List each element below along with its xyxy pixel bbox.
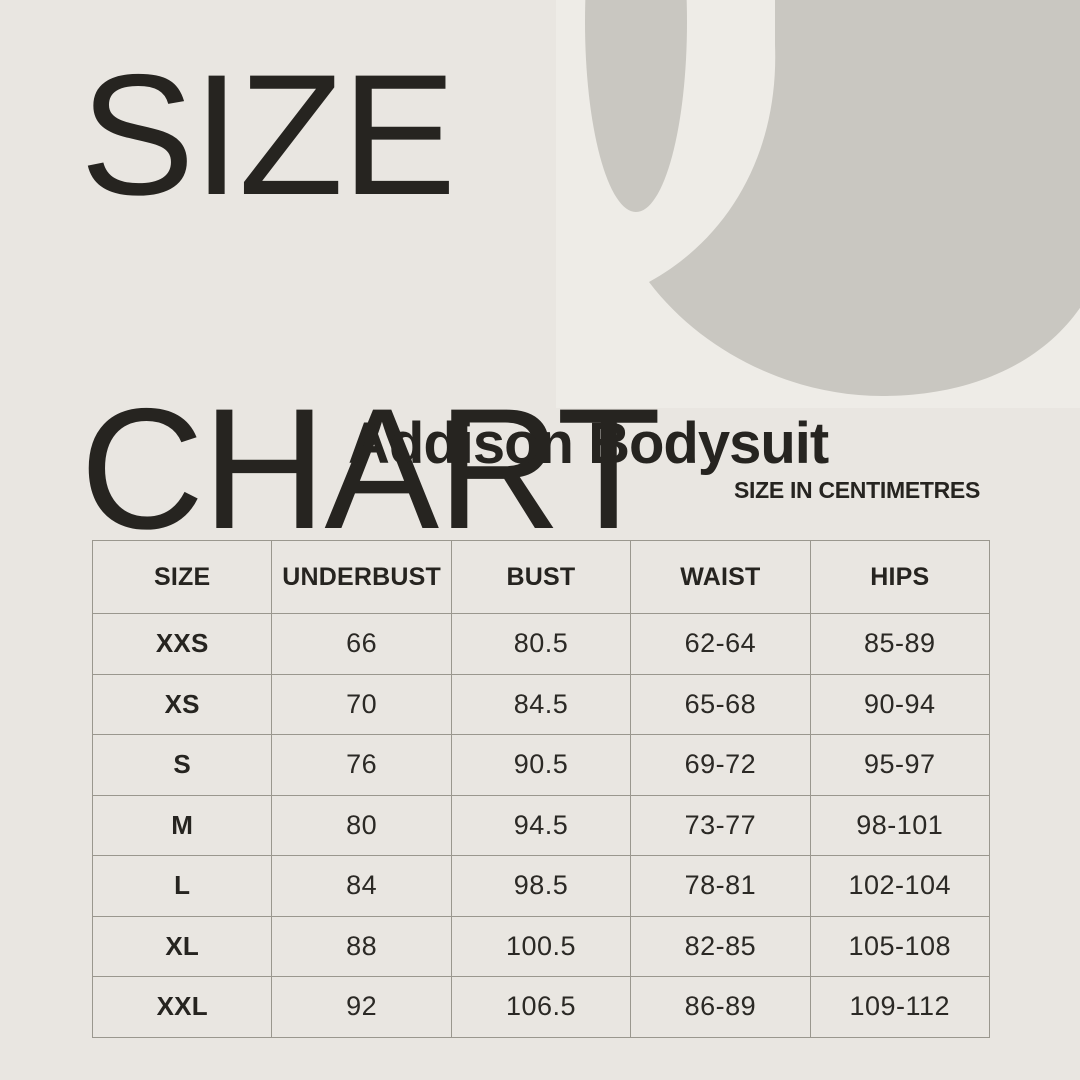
size-cell: M xyxy=(91,794,273,856)
page-title-line-1: SIZE xyxy=(80,39,456,231)
table-row-xxl: XXL 92 106.5 86-89 109-112 xyxy=(91,976,991,1038)
size-cell: XS xyxy=(91,673,273,735)
table-row-l: L 84 98.5 78-81 102-104 xyxy=(91,855,991,917)
measurement-cell: 69-72 xyxy=(630,734,811,796)
table-row-m: M 80 94.5 73-77 98-101 xyxy=(91,794,991,856)
measurement-cell: 109-112 xyxy=(809,976,991,1038)
measurement-cell: 80.5 xyxy=(450,613,632,675)
measurement-cell: 78-81 xyxy=(630,855,811,917)
page-title: SIZE CHART xyxy=(80,49,661,555)
measurement-cell: 86-89 xyxy=(630,976,811,1038)
measurement-cell: 82-85 xyxy=(630,915,811,977)
size-cell: XL xyxy=(91,915,273,977)
measurement-cell: 73-77 xyxy=(630,794,811,856)
size-cell: S xyxy=(91,734,273,796)
column-header-size: SIZE xyxy=(91,540,273,614)
column-header-waist: WAIST xyxy=(630,540,811,614)
measurement-cell: 106.5 xyxy=(450,976,632,1038)
size-table-body: XXS 66 80.5 62-64 85-89 XS 70 84.5 65-68 90-94 S 76… xyxy=(91,613,991,1038)
measurement-cell: 62-64 xyxy=(630,613,811,675)
table-row-xxs: XXS 66 80.5 62-64 85-89 xyxy=(91,613,991,675)
column-header-bust: BUST xyxy=(450,540,632,614)
size-cell: XXL xyxy=(91,976,273,1038)
measurement-cell: 76 xyxy=(271,734,452,796)
measurement-cell: 66 xyxy=(271,613,452,675)
measurement-cell: 100.5 xyxy=(450,915,632,977)
measurement-cell: 94.5 xyxy=(450,794,632,856)
table-row-s: S 76 90.5 69-72 95-97 xyxy=(91,734,991,796)
measurement-cell: 95-97 xyxy=(809,734,991,796)
table-row-xl: XL 88 100.5 82-85 105-108 xyxy=(91,915,991,977)
measurement-cell: 90-94 xyxy=(809,673,991,735)
measurement-cell: 80 xyxy=(271,794,452,856)
column-header-hips: HIPS xyxy=(809,540,991,614)
size-cell: XXS xyxy=(91,613,273,675)
measurement-cell: 102-104 xyxy=(809,855,991,917)
measurement-cell: 70 xyxy=(271,673,452,735)
unit-label: SIZE IN CENTIMETRES xyxy=(733,477,980,503)
size-table-head: SIZE UNDERBUST BUST WAIST HIPS xyxy=(91,540,991,614)
size-table: SIZE UNDERBUST BUST WAIST HIPS XXS 66 80.5 62-6… xyxy=(91,540,991,1038)
measurement-cell: 84.5 xyxy=(450,673,632,735)
measurement-cell: 84 xyxy=(271,855,452,917)
measurement-cell: 85-89 xyxy=(809,613,991,675)
size-cell: L xyxy=(91,855,273,917)
product-title: Addison Bodysuit xyxy=(348,411,829,476)
size-table-header-row: SIZE UNDERBUST BUST WAIST HIPS xyxy=(91,540,991,614)
table-row-xs: XS 70 84.5 65-68 90-94 xyxy=(91,673,991,735)
measurement-cell: 98.5 xyxy=(450,855,632,917)
measurement-cell: 92 xyxy=(271,976,452,1038)
measurement-cell: 90.5 xyxy=(450,734,632,796)
column-header-underbust: UNDERBUST xyxy=(271,540,452,614)
page-title-line-2: CHART xyxy=(80,373,661,565)
measurement-cell: 98-101 xyxy=(809,794,991,856)
measurement-cell: 65-68 xyxy=(630,673,811,735)
measurement-cell: 105-108 xyxy=(809,915,991,977)
measurement-cell: 88 xyxy=(271,915,452,977)
